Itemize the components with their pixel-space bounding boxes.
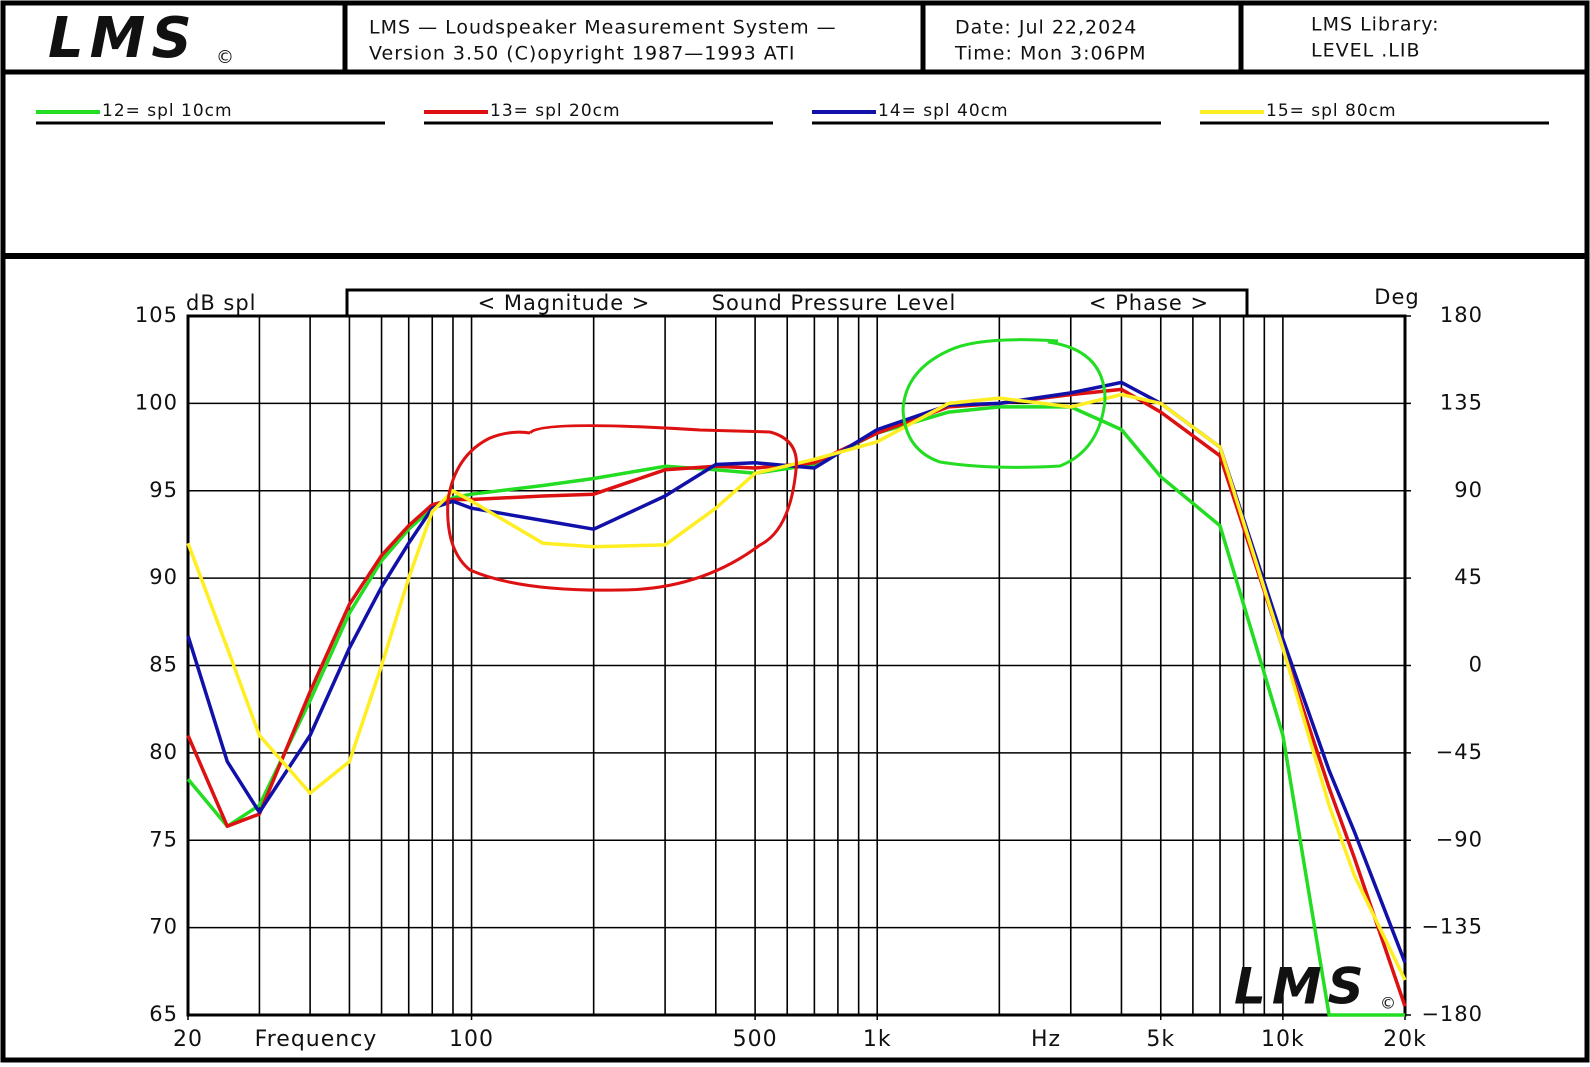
x-tick-label: 20k bbox=[1383, 1027, 1427, 1052]
series-line bbox=[186, 405, 1405, 1017]
y2-tick-label: −180 bbox=[1421, 1002, 1483, 1026]
y-tick-label: 105 bbox=[135, 303, 178, 327]
y2-tick-label: 135 bbox=[1440, 390, 1483, 414]
x-tick-label: 100 bbox=[449, 1027, 494, 1052]
series-line bbox=[186, 392, 1407, 981]
y2-tick-label: 0 bbox=[1469, 653, 1483, 677]
x-tick-label: 20 bbox=[173, 1027, 203, 1052]
y2-axis-label: Deg bbox=[1374, 285, 1419, 309]
y2-tick-label: 180 bbox=[1440, 303, 1483, 327]
watermark: LMS bbox=[1234, 958, 1370, 1016]
x-axis-label: Frequency bbox=[255, 1027, 378, 1052]
title-box bbox=[345, 288, 1249, 318]
y-tick-label: 85 bbox=[149, 653, 178, 677]
x-tick-label: 500 bbox=[733, 1027, 778, 1052]
chart-title: Sound Pressure Level bbox=[712, 291, 957, 315]
x-unit: Hz bbox=[1031, 1027, 1061, 1052]
date: Date: Jul 22,2024 bbox=[955, 17, 1137, 39]
legend-label: 13= spl 20cm bbox=[490, 101, 621, 121]
y-tick-label: 95 bbox=[149, 478, 178, 502]
y-tick-label: 80 bbox=[149, 740, 178, 764]
time: Time: Mon 3:06PM bbox=[954, 43, 1147, 65]
title-left: < Magnitude > bbox=[478, 291, 651, 315]
y-axis-label: dB spl bbox=[186, 291, 257, 315]
x-tick-label: 5k bbox=[1146, 1027, 1175, 1052]
y-tick-label: 90 bbox=[149, 565, 178, 589]
x-tick-label: 10k bbox=[1261, 1027, 1305, 1052]
hand-circle bbox=[901, 338, 1107, 469]
y2-tick-label: −90 bbox=[1436, 827, 1483, 851]
version: Version 3.50 (C)opyright 1987—1993 ATI bbox=[369, 43, 795, 65]
library-file: LEVEL .LIB bbox=[1311, 40, 1420, 62]
y2-tick-label: 45 bbox=[1454, 565, 1483, 589]
x-tick-label: 1k bbox=[863, 1027, 892, 1052]
watermark-mark: © bbox=[1380, 994, 1397, 1013]
y2-tick-label: −45 bbox=[1436, 740, 1483, 764]
y-tick-label: 100 bbox=[135, 390, 178, 414]
plot-frame bbox=[186, 314, 1407, 1017]
y-tick-label: 65 bbox=[149, 1002, 178, 1026]
y2-tick-label: 90 bbox=[1454, 478, 1483, 502]
legend-label: 14= spl 40cm bbox=[878, 101, 1009, 121]
y-tick-label: 75 bbox=[149, 827, 178, 851]
logo-mark: © bbox=[216, 47, 235, 68]
legend-label: 12= spl 10cm bbox=[102, 101, 233, 121]
plot: 65 70 75 80 85 90 95 100 105 −180 −135 −90 −45 0 45 90 1… bbox=[135, 303, 1483, 1052]
y2-tick-label: −135 bbox=[1421, 915, 1483, 939]
y-tick-label: 70 bbox=[149, 915, 178, 939]
legend-label: 15= spl 80cm bbox=[1266, 101, 1397, 121]
hand-circle bbox=[446, 424, 798, 592]
system-name: LMS — Loudspeaker Measurement System — bbox=[369, 17, 837, 39]
logo: LMS bbox=[48, 6, 198, 71]
library: LMS Library: bbox=[1311, 14, 1440, 36]
title-right: < Phase > bbox=[1089, 291, 1209, 315]
